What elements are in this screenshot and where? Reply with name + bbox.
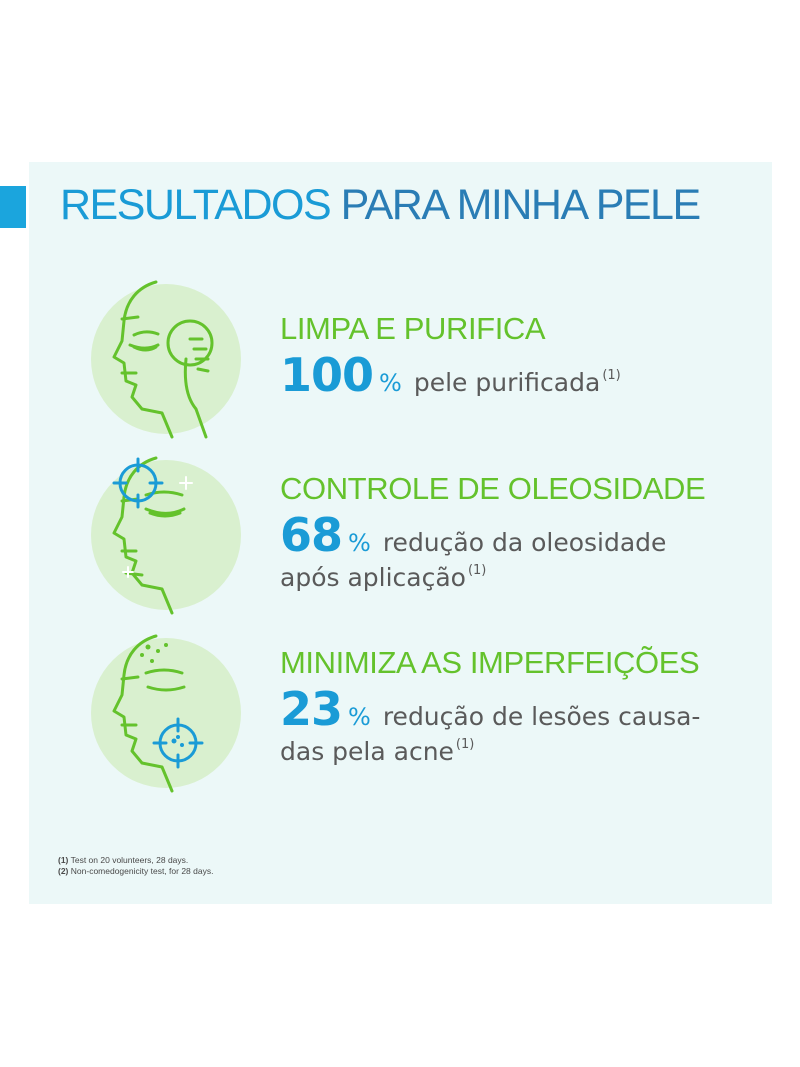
stat-line: 100% pele purificada (1) bbox=[280, 347, 760, 402]
section-heading: CONTROLE DE OLEOSIDADE bbox=[280, 471, 706, 506]
stat-unit: % bbox=[348, 702, 371, 731]
footnotes: (1) Test on 20 volunteers, 28 days. (2) … bbox=[58, 855, 213, 878]
face-target-forehead-icon bbox=[86, 455, 246, 615]
section-cleanse: LIMPA E PURIFICA 100% pele purificada (1) bbox=[280, 311, 760, 402]
stat-unit: % bbox=[379, 368, 402, 397]
stat-line: 68% redução da oleosidade bbox=[280, 507, 760, 562]
stat-description: redução da oleosidade bbox=[382, 527, 667, 557]
title-rest: PARA MINHA PELE bbox=[340, 181, 702, 229]
section-heading: LIMPA E PURIFICA bbox=[280, 311, 546, 346]
accent-bar bbox=[0, 186, 26, 228]
footnote-ref: (1) bbox=[467, 562, 487, 578]
section-oil-control: CONTROLE DE OLEOSIDADE 68% redução da ole… bbox=[280, 471, 760, 594]
page-title: RESULTADOS PARA MINHA PELE bbox=[60, 181, 702, 229]
face-target-blemish-icon bbox=[86, 633, 246, 793]
stat-unit: % bbox=[348, 528, 371, 557]
stat-value: 100 bbox=[280, 347, 374, 402]
stat-line: 23% redução de lesões causa- bbox=[280, 681, 760, 736]
stat-description-continued: das pela acne (1) bbox=[280, 736, 475, 766]
stat-description: pele purificada bbox=[413, 367, 601, 397]
stat-description: redução de lesões causa- bbox=[382, 701, 701, 731]
stat-value: 68 bbox=[280, 507, 343, 562]
footnote-ref: (1) bbox=[602, 367, 621, 383]
section-imperfections: MINIMIZA AS IMPERFEIÇÕES 23% redução de l… bbox=[280, 645, 760, 768]
section-heading: MINIMIZA AS IMPERFEIÇÕES bbox=[280, 645, 700, 680]
footnote-ref: (1) bbox=[455, 736, 475, 752]
face-cotton-pad-icon bbox=[86, 279, 246, 439]
title-highlight: RESULTADOS bbox=[60, 181, 332, 229]
stat-description-continued: após aplicação (1) bbox=[280, 562, 487, 592]
footnote-2: (2) Non-comedogenicity test, for 28 days… bbox=[58, 866, 214, 877]
footnote-1: (1) Test on 20 volunteers, 28 days. bbox=[58, 855, 189, 865]
stat-value: 23 bbox=[280, 681, 343, 736]
